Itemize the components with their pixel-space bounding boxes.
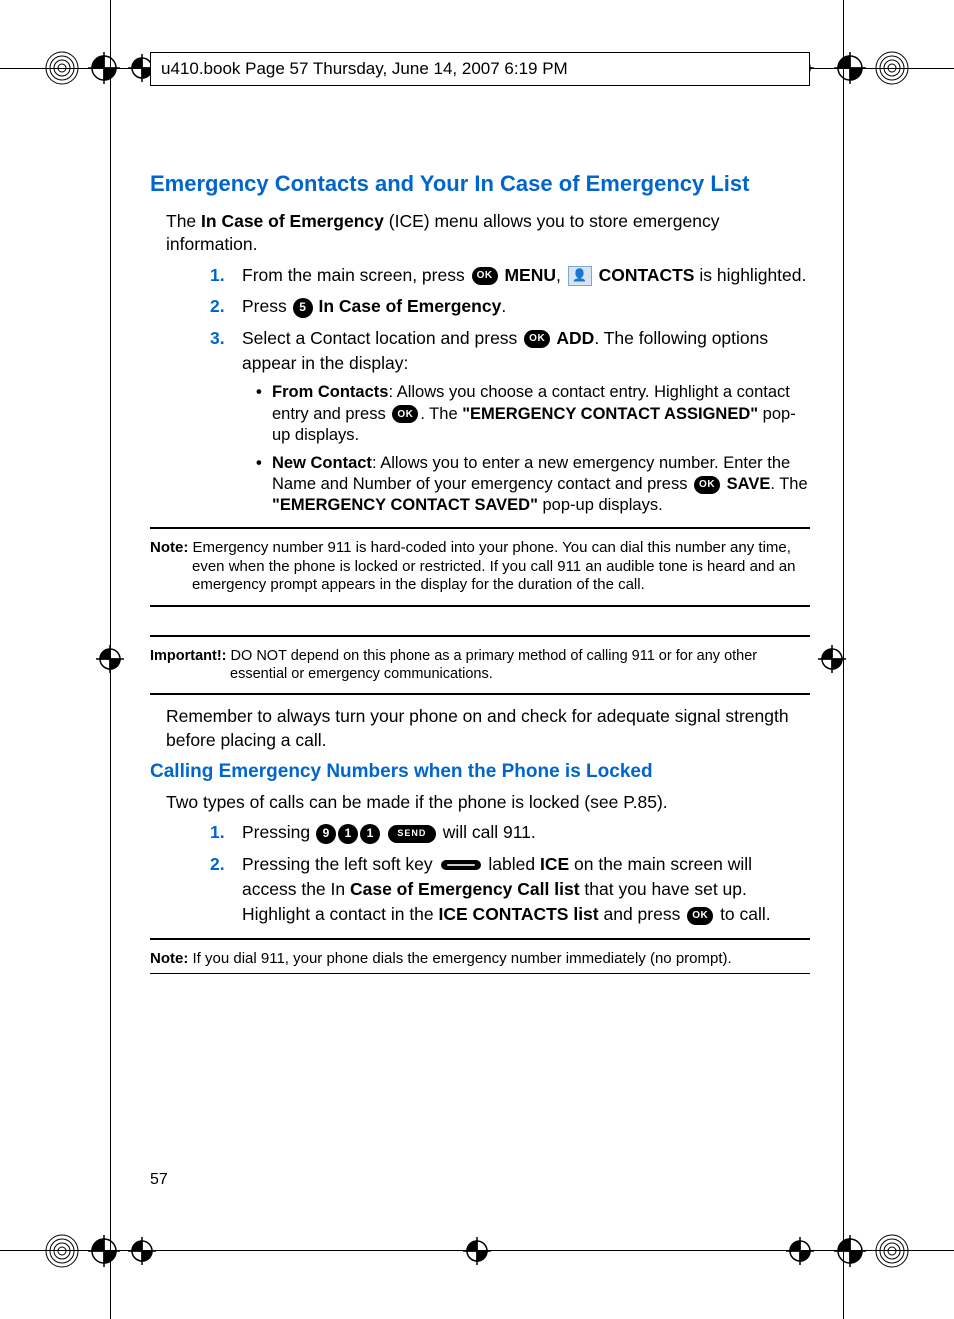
ok-key-icon: OK — [472, 267, 498, 285]
send-key-icon: SEND — [388, 825, 436, 843]
locked-intro: Two types of calls can be made if the ph… — [166, 791, 810, 815]
horizontal-rule — [150, 527, 810, 529]
page-number: 57 — [150, 1171, 168, 1189]
bullet-list: From Contacts: Allows you choose a conta… — [256, 382, 810, 517]
step-1: 1. From the main screen, press OK MENU, … — [220, 263, 810, 288]
ok-key-icon: OK — [392, 405, 418, 423]
steps-list-1: 1. From the main screen, press OK MENU, … — [220, 263, 810, 377]
page-content: Emergency Contacts and Your In Case of E… — [150, 170, 810, 984]
key-1-icon: 1 — [360, 824, 380, 844]
bullet-new-contact: New Contact: Allows you to enter a new e… — [256, 453, 810, 517]
meta-text: u410.book Page 57 Thursday, June 14, 200… — [161, 59, 568, 78]
intro-paragraph: The In Case of Emergency (ICE) menu allo… — [166, 210, 810, 257]
page-meta-header: u410.book Page 57 Thursday, June 14, 200… — [150, 52, 810, 86]
step-number: 1. — [210, 820, 225, 845]
contacts-icon: 👤 — [568, 266, 592, 286]
key-5-icon: 5 — [293, 298, 313, 318]
heading-emergency-contacts: Emergency Contacts and Your In Case of E… — [150, 170, 810, 198]
heading-calling-locked: Calling Emergency Numbers when the Phone… — [150, 761, 810, 783]
reminder-paragraph: Remember to always turn your phone on an… — [166, 705, 810, 752]
locked-step-2: 2. Pressing the left soft key labled ICE… — [220, 852, 810, 928]
horizontal-rule — [150, 635, 810, 637]
horizontal-rule — [150, 693, 810, 695]
step-number: 2. — [210, 852, 225, 877]
step-number: 2. — [210, 294, 225, 319]
note-dial-911: Note: If you dial 911, your phone dials … — [150, 950, 810, 969]
step-2: 2. Press 5 In Case of Emergency. — [220, 294, 810, 319]
registration-mark-br — [822, 1231, 912, 1271]
cross-mark — [463, 1237, 491, 1265]
step-number: 1. — [210, 263, 225, 288]
locked-step-1: 1. Pressing 911 SEND will call 911. — [220, 820, 810, 845]
ok-key-icon: OK — [687, 907, 713, 925]
cross-mark — [96, 645, 124, 673]
ok-key-icon: OK — [524, 330, 550, 348]
horizontal-rule — [150, 605, 810, 607]
steps-list-2: 1. Pressing 911 SEND will call 911. 2. P… — [220, 820, 810, 928]
step-3: 3. Select a Contact location and press O… — [220, 326, 810, 377]
key-1-icon: 1 — [338, 824, 358, 844]
step-number: 3. — [210, 326, 225, 351]
bullet-from-contacts: From Contacts: Allows you choose a conta… — [256, 382, 810, 446]
key-9-icon: 9 — [316, 824, 336, 844]
ok-key-icon: OK — [694, 476, 720, 494]
important-note: Important!: DO NOT depend on this phone … — [150, 647, 810, 683]
registration-mark-tr — [822, 48, 912, 88]
horizontal-rule — [150, 973, 810, 974]
horizontal-rule — [150, 938, 810, 940]
registration-mark-bl — [42, 1231, 132, 1271]
cross-mark — [818, 645, 846, 673]
registration-mark-tl — [42, 48, 132, 88]
cross-mark — [786, 1237, 814, 1265]
left-soft-key-icon — [441, 860, 481, 870]
cross-mark — [128, 1237, 156, 1265]
note-911-hardcoded: Note: Emergency number 911 is hard-coded… — [150, 539, 810, 595]
